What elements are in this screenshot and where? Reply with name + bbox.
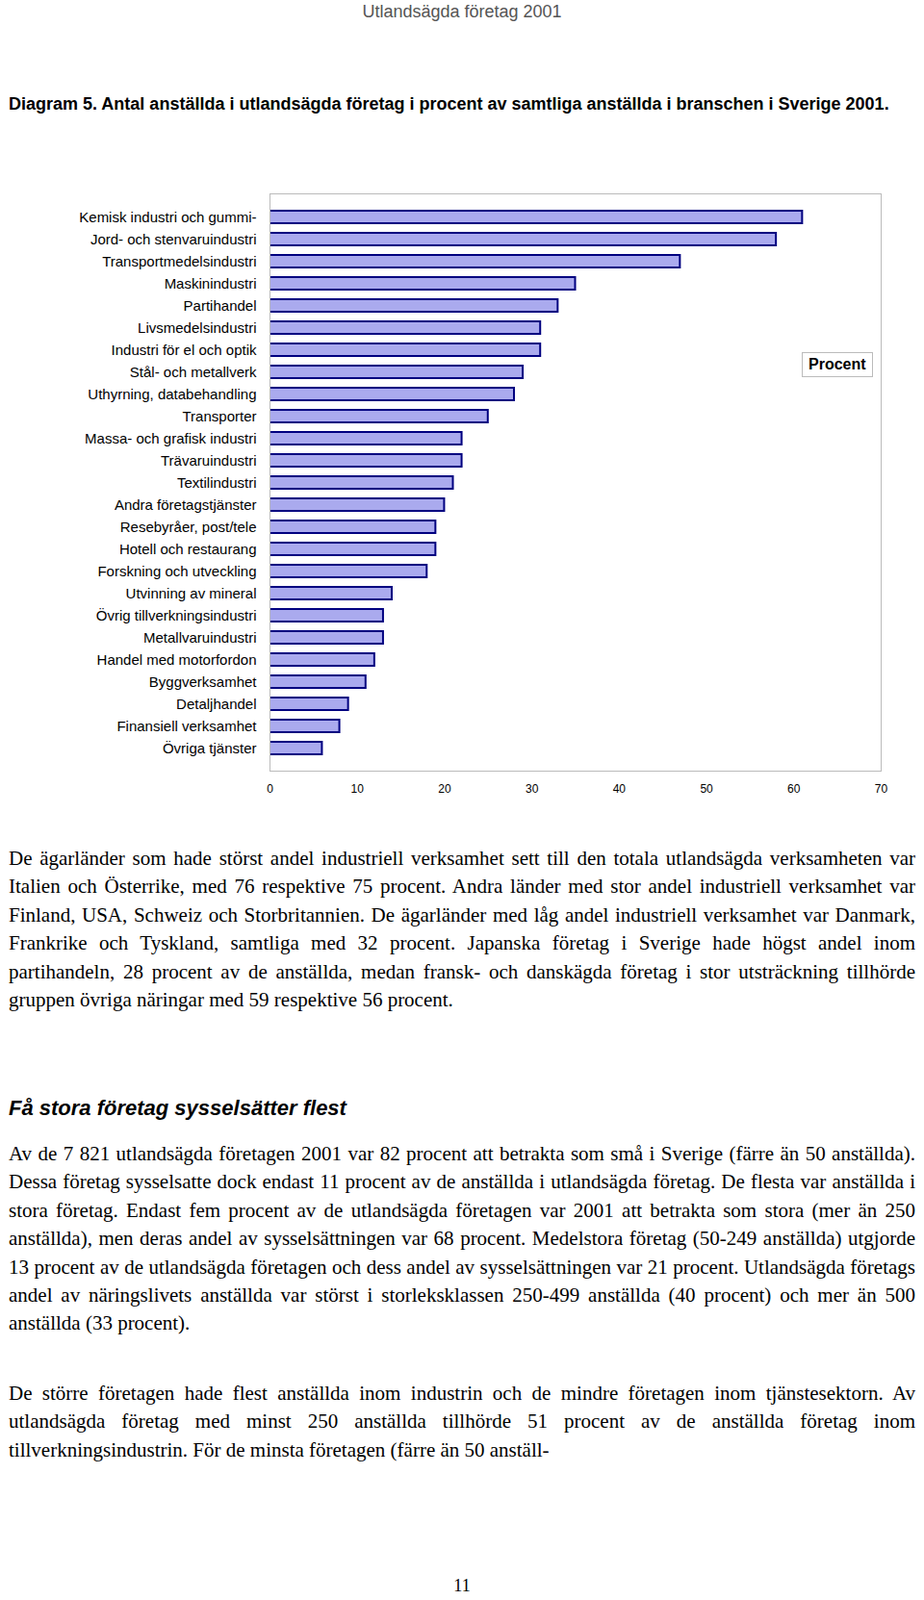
svg-text:Trävaruindustri: Trävaruindustri [160,452,257,469]
svg-text:50: 50 [699,782,714,796]
html-text:Diagram 5. Antal anställda i u: Diagram 5. Antal anställda i utlandsägda… [8,94,889,114]
svg-text:Resebyråer, post/tele: Resebyråer, post/tele [120,518,257,536]
svg-text:Partihandel: Partihandel [183,297,257,314]
svg-text:30: 30 [525,782,539,796]
svg-text:Forskning och utveckling: Forskning och utveckling [97,563,257,580]
svg-text:Textilindustri: Textilindustri [177,474,257,491]
svg-text:Hotell och restaurang: Hotell och restaurang [119,540,257,558]
svg-text:Uthyrning, databehandling: Uthyrning, databehandling [87,385,257,403]
svg-text:Massa- och grafisk industri: Massa- och grafisk industri [84,430,257,447]
html-text:De ägarländer som hade störst: De ägarländer som hade störst andel indu… [8,847,916,1012]
html-text:Procent: Procent [808,356,866,373]
svg-text:Stål- och metallverk: Stål- och metallverk [129,363,257,381]
svg-text:Kemisk industri och gummi-: Kemisk industri och gummi- [78,208,257,226]
svg-text:Maskinindustri: Maskinindustri [164,275,257,292]
svg-text:Övrig tillverkningsindustri: Övrig tillverkningsindustri [96,607,257,624]
html-text:Få stora företag sysselsätter: Få stora företag sysselsätter flest [8,1096,347,1121]
svg-text:Finansiell verksamhet: Finansiell verksamhet [116,718,257,735]
svg-text:70: 70 [874,782,889,796]
svg-text:10: 10 [351,782,365,796]
svg-text:60: 60 [787,782,801,796]
svg-text:Övriga tjänster: Övriga tjänster [162,740,257,757]
svg-text:Detaljhandel: Detaljhandel [176,695,257,713]
svg-text:0: 0 [266,782,274,796]
html-text:Av de 7 821 utlandsägda företa: Av de 7 821 utlandsägda företagen 2001 v… [8,1142,916,1336]
html-text:Utlandsägda företag 2001: Utlandsägda företag 2001 [362,1,562,22]
svg-text:Jord- och stenvaruindustri: Jord- och stenvaruindustri [90,231,257,248]
svg-text:Byggverksamhet: Byggverksamhet [149,673,258,691]
svg-text:Transporter: Transporter [182,408,257,425]
svg-text:Industri för el och optik: Industri för el och optik [111,341,257,359]
html-text:De större företagen hade flest: De större företagen hade flest anställda… [8,1382,916,1462]
svg-text:Utvinning av mineral: Utvinning av mineral [126,585,257,602]
svg-text:Livsmedelsindustri: Livsmedelsindustri [137,319,257,336]
svg-text:Metallvaruindustri: Metallvaruindustri [143,629,257,646]
svg-text:Transportmedelsindustri: Transportmedelsindustri [102,253,257,270]
html-text:11: 11 [453,1576,471,1596]
svg-text:Andra företagstjänster: Andra företagstjänster [114,496,257,514]
svg-text:40: 40 [613,782,627,796]
svg-text:Handel med motorfordon: Handel med motorfordon [97,651,257,668]
svg-text:20: 20 [437,782,452,796]
